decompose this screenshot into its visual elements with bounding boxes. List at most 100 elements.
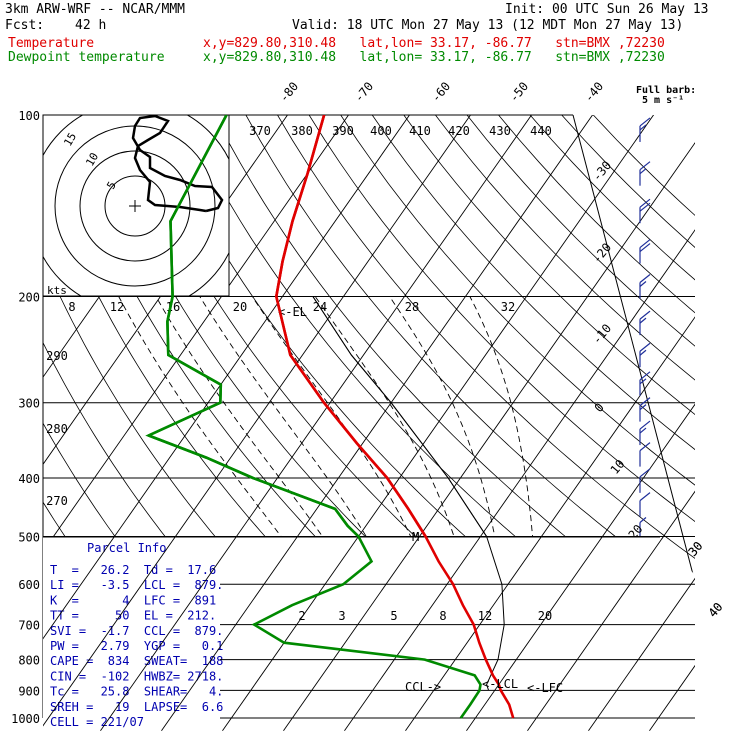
pressure-tick-label: 700 [18,619,40,633]
wind-barb-flag [639,198,651,208]
theta-e-label: 290 [46,349,68,363]
wind-barb-half [639,517,647,523]
parcel-info-row: Tc = 25.8 SHEAR= 4. [50,685,223,699]
isotherm-line [710,536,740,730]
isotherm-label: 10 [608,457,628,477]
theta-label: 370 [249,124,271,138]
temperature-location: x,y=829.80,310.48 lat,lon= 33.17, -86.77… [203,36,665,51]
hodograph-speed-tick: 16 [166,300,180,314]
isotherm-line [100,536,237,732]
isotherm-label: -60 [429,79,454,105]
pressure-tick-label: 400 [18,472,40,486]
init-time: Init: 00 UTC Sun 26 May 13 [505,2,709,17]
wind-barb [639,198,651,224]
profiles-lower [43,115,740,732]
isotherm-label: -70 [352,79,377,105]
parcel-info-row: LI = -3.5 LCL = 879. [50,578,223,592]
parcel-info-row: CELL = 221/07 [50,715,144,729]
parcel-info-title: Parcel Info [87,541,166,555]
dewpoint-legend: Dewpoint temperature [8,50,165,65]
isotherm-line [161,536,298,732]
isotherm-line [649,664,695,732]
isotherm-line [43,115,350,553]
parcel-info-row: SREH = 19 LAPSE= 6.6 [50,700,223,714]
wind-barb-flag [639,420,651,430]
mixing-ratio-label: 8 [439,609,446,623]
parcel-info-row: CAPE = 834 SWEAT= 188 [50,654,223,668]
isotherm-label: -40 [582,79,607,105]
wind-barb-flag [639,202,651,212]
theta-label: 390 [332,124,354,138]
m-label: M [412,530,419,544]
dry-adiabat-line [277,115,695,559]
parcel-info-background [43,537,695,732]
wind-barb-half [639,317,647,324]
hodograph-ring [79,150,191,262]
wind-barb-half [639,349,647,356]
hodograph-speed-tick: 32 [501,300,515,314]
isotherm-label: -80 [277,79,302,105]
wind-barb-flag [639,492,651,502]
fcst-label: Fcst: [5,18,45,33]
dry-adiabat-line [403,115,695,415]
wind-barb-half [639,404,647,411]
dry-adiabat-line [340,115,695,486]
mixing-ratio-label: 2 [298,609,305,623]
temperature-trace [274,115,515,719]
temperature-legend: Temperature [8,36,95,51]
parcel-info-row: SVI = -1.7 CCL = 879. [50,624,223,638]
wind-barb-flag [639,310,651,320]
dewpoint-trace [145,115,482,719]
wind-barb-flag [639,239,651,249]
isotherm-line [527,536,664,732]
wind-barb [639,442,651,467]
pressure-tick-label: 600 [18,578,40,592]
wind-barb [639,420,651,446]
theta-label: 430 [489,124,511,138]
wind-barb-half [639,281,647,287]
wind-barb-half [639,124,647,131]
wind-barb-half [639,168,647,175]
hodograph-ring-label: 15 [61,131,79,149]
dewpoint-location: x,y=829.80,310.48 lat,lon= 33.17, -86.77… [203,50,665,65]
isotherm-line [344,536,481,732]
wind-barb [639,161,651,186]
wind-barb-flag [639,371,651,381]
theta-label: 400 [370,124,392,138]
isotherm-line [283,536,420,732]
theta-label: 440 [530,124,552,138]
wind-barb-flag [639,243,651,253]
wind-barb [639,117,651,142]
mixing-ratio-label: 12 [478,609,492,623]
theta-label: 410 [409,124,431,138]
el-label: <-EL [278,305,307,319]
dry-adiabat-line [308,115,695,522]
dry-adiabat-line [371,115,695,451]
lfc-label: <-LFC [527,681,563,695]
parcel-info-row: CIN = -102 HWBZ= 2718. [50,669,223,683]
wind-barb [639,517,647,539]
model-title: 3km ARW-WRF -- NCAR/MMM [5,2,186,17]
isotherm-line [43,115,289,466]
wind-barb [639,468,651,493]
hodograph-speed-tick: 12 [110,300,124,314]
wind-barb-flag [639,274,651,283]
wind-barb [639,310,651,336]
theta-label: 380 [291,124,313,138]
wind-barb [639,239,651,264]
pressure-tick-label: 500 [18,530,40,544]
barb-legend-title: Full barb: [636,85,697,96]
theta-e-label: 280 [46,422,68,436]
isotherm-line [222,536,359,732]
wind-barb-half [639,378,647,385]
lcl-label: <-LCL [482,677,518,691]
pressure-tick-label: 100 [18,109,40,123]
fcst-hours: 42 h [75,18,107,33]
hodograph-ring-label: 10 [83,151,101,169]
wind-barb-flag [639,161,651,171]
isotherm-line [466,536,603,732]
wind-barb-flag [639,397,651,407]
isotherm-line [43,536,176,727]
hodograph-speed-tick: 20 [233,300,247,314]
